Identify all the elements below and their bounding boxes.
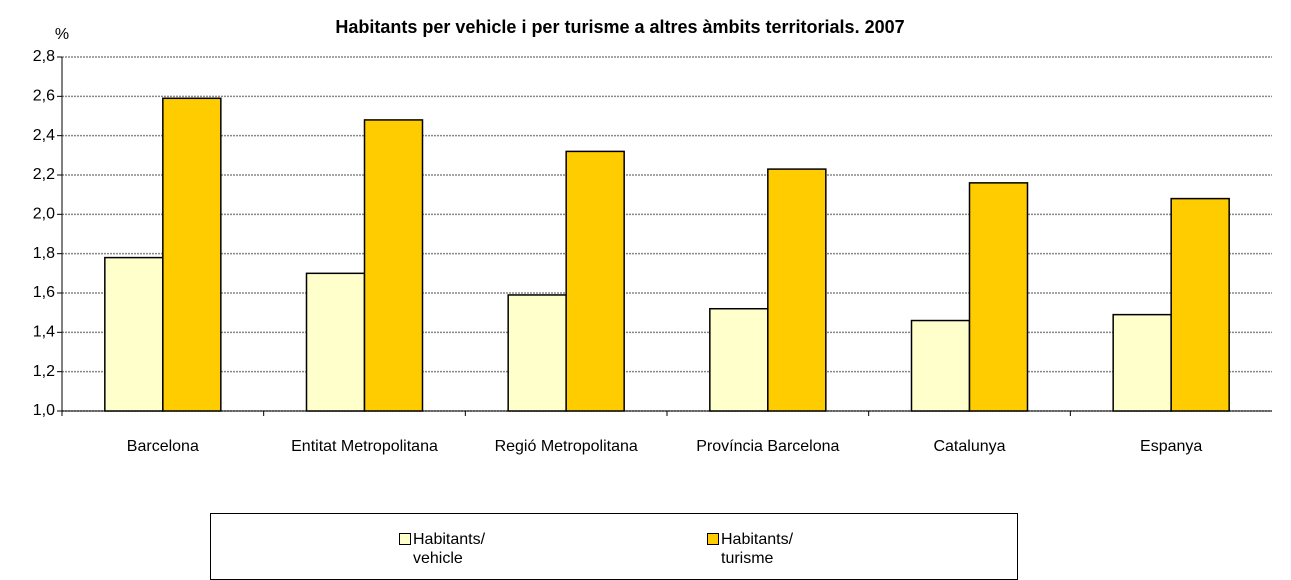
bar [565, 150, 625, 412]
legend-label: Habitants/ turisme [721, 531, 794, 567]
bar [910, 319, 971, 412]
bar [363, 119, 424, 412]
legend-swatch [707, 533, 719, 545]
legend-item: Habitants/ turisme [707, 530, 831, 568]
legend-item: Habitants/ vehicle [399, 530, 523, 568]
legend-label: Habitants/ vehicle [413, 531, 486, 567]
y-tick-label: 1,8 [33, 245, 55, 262]
y-tick-label: 1,2 [33, 363, 55, 380]
y-tick-label: 2,0 [33, 206, 55, 223]
x-tick-label: Catalunya [933, 438, 1005, 455]
x-tick-label: Província Barcelona [696, 438, 839, 455]
bar [968, 182, 1029, 412]
chart: Habitants per vehicle i per turisme a al… [33, 17, 1272, 455]
x-tick-label: Barcelona [127, 438, 199, 455]
y-tick-label: 2,6 [33, 88, 55, 105]
bar [767, 168, 827, 412]
x-tick-label: Espanya [1140, 438, 1202, 455]
y-tick-label: 1,0 [33, 402, 55, 419]
y-tick-label: 2,8 [33, 48, 55, 65]
bar [709, 307, 769, 412]
y-tick-label: 1,4 [33, 324, 55, 341]
bar [162, 97, 222, 412]
bar [507, 294, 567, 412]
chart-title: Habitants per vehicle i per turisme a al… [335, 17, 904, 37]
legend: Habitants/ vehicle Habitants/ turisme [210, 513, 1018, 580]
y-axis-label: % [55, 26, 69, 43]
y-tick-label: 2,4 [33, 127, 55, 144]
y-tick-label: 2,2 [33, 166, 55, 183]
x-tick-label: Regió Metropolitana [495, 438, 638, 455]
bar [1112, 313, 1172, 412]
y-tick-label: 1,6 [33, 284, 55, 301]
x-tick-label: Entitat Metropolitana [291, 438, 438, 455]
bar [1170, 197, 1230, 412]
legend-swatch [399, 533, 411, 545]
bar [305, 272, 366, 412]
bar [104, 256, 164, 412]
